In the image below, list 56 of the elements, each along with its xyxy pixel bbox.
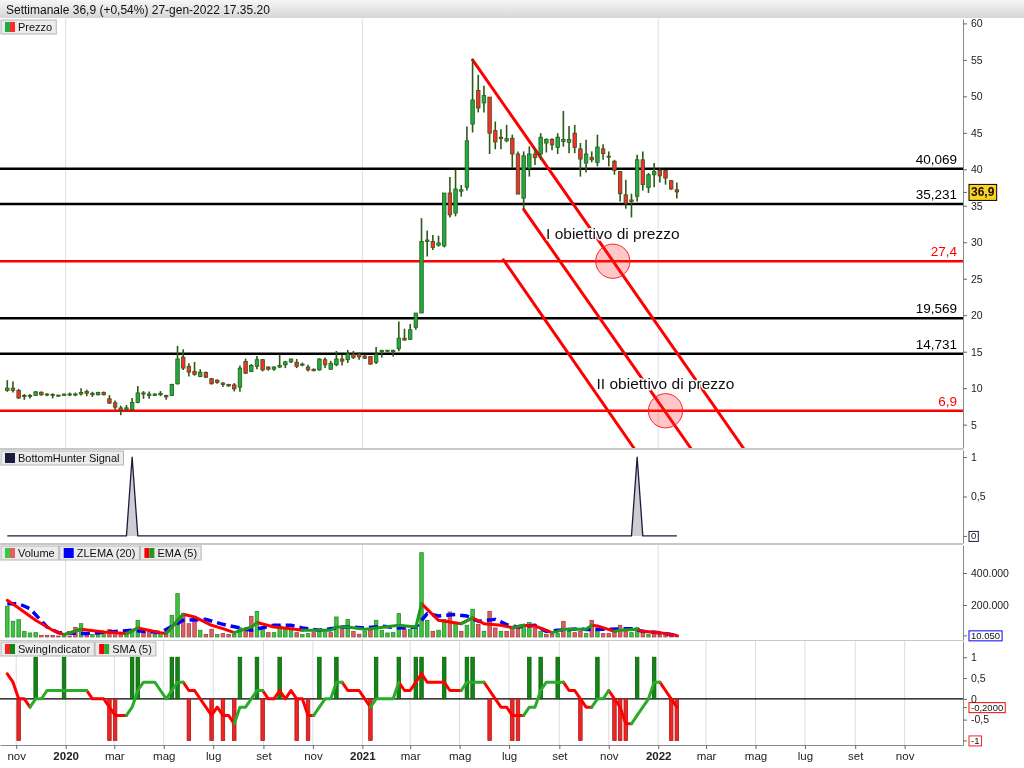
x-tick-label: mag (448, 750, 472, 763)
x-tick-label: nov (7, 750, 27, 763)
y-tick-label: 36,9 (971, 185, 995, 200)
x-tick-label: set (552, 750, 569, 763)
x-tick-label: lug (501, 750, 518, 763)
y-tick-label: 0 (971, 530, 977, 542)
ref-line-label: 19,569 (915, 301, 957, 317)
legend-label: SMA (5) (112, 643, 152, 655)
y-tick-label: -1 (971, 734, 980, 746)
y-tick-label: 0,5 (971, 671, 986, 684)
ref-line-label: 27,4 (930, 244, 958, 260)
x-tick-label: mar (400, 750, 421, 763)
y-tick-label: 1 (971, 450, 977, 463)
x-tick-label: lug (206, 750, 222, 763)
y-tick-label: 55 (971, 53, 983, 66)
y-tick-label: 25 (971, 272, 983, 285)
legend-label: EMA (5) (157, 547, 198, 559)
x-tick-label: lug (797, 750, 814, 763)
x-tick-label: set (848, 750, 865, 763)
ref-line-label: 40,069 (915, 151, 957, 167)
x-tick-label: nov (599, 750, 619, 763)
y-tick-label: 50 (971, 90, 983, 103)
x-tick-label: mag (153, 750, 176, 763)
y-tick-label: 15 (971, 345, 983, 358)
y-tick-label: 35 (971, 199, 983, 212)
y-tick-label: 200.000 (971, 598, 1010, 611)
legend-label: BottomHunter Signal (18, 452, 120, 464)
chart-title: Settimanale 36,9 (+0,54%) 27-gen-2022 17.35.20 (6, 2, 271, 17)
x-tick-label: nov (304, 750, 323, 763)
ref-line-label: 35,231 (915, 187, 957, 203)
y-tick-label: 10 (971, 382, 983, 395)
x-tick-label: 2022 (645, 750, 672, 763)
y-tick-label: 400.000 (971, 566, 1010, 579)
legend-label: SwingIndicator (18, 643, 91, 655)
y-tick-label: 40 (971, 163, 983, 176)
x-tick-label: mar (696, 750, 717, 763)
x-tick-label: nov (895, 750, 915, 763)
y-tick-label: 0,5 (971, 490, 986, 503)
legend-label: Prezzo (18, 21, 53, 33)
ref-line-label: 14,731 (915, 336, 957, 352)
legend-label: Volume (18, 547, 55, 559)
legend-label: ZLEMA (20) (76, 547, 136, 559)
x-tick-label: 2021 (350, 750, 377, 763)
x-tick-label: mag (744, 750, 768, 763)
y-tick-label: 20 (971, 309, 983, 322)
ref-line-label: 6,9 (938, 393, 957, 409)
y-tick-label: -0,5 (971, 713, 990, 726)
y-tick-label: 30 (971, 236, 983, 249)
x-tick-label: 2020 (53, 750, 79, 763)
y-tick-label: 1 (971, 651, 977, 664)
y-tick-label: 45 (971, 126, 983, 139)
y-tick-label: 60 (971, 17, 983, 30)
y-tick-label: 5 (971, 418, 977, 431)
x-tick-label: mar (104, 750, 125, 763)
x-tick-label: set (256, 750, 273, 763)
y-tick-label: 10.050 (971, 629, 1001, 641)
